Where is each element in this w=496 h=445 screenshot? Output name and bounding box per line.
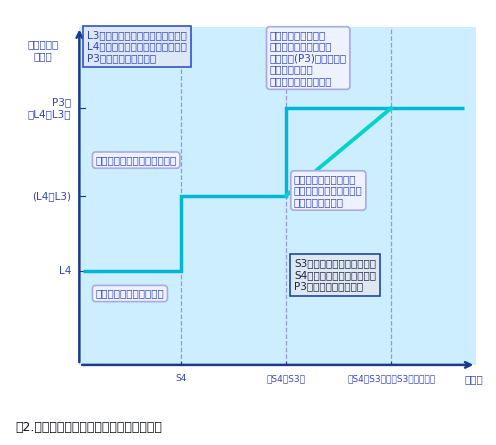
- Text: 卸の商品在庫から出荷。: 卸の商品在庫から出荷。: [96, 288, 164, 299]
- Text: 仕掛在庫が無い時は
製造リードタイム分の
製造日数(P3)がかかる。
部材が無い時は
さらに時間がかかる。: 仕掛在庫が無い時は 製造リードタイム分の 製造日数(P3)がかかる。 部材が無い…: [270, 30, 347, 86]
- Text: L4: L4: [59, 266, 71, 276]
- Text: （S4＋S3）: （S4＋S3）: [266, 374, 306, 383]
- Text: 図2.　小売業者から見た納入リードタイム: 図2. 小売業者から見た納入リードタイム: [15, 421, 162, 434]
- Text: 納入リード
タイム: 納入リード タイム: [27, 39, 59, 61]
- Text: L3：製造業者の物流リードタイム
L4：卸売業者の物流リードタイム
P3：製造リードタイム: L3：製造業者の物流リードタイム L4：卸売業者の物流リードタイム P3：製造リ…: [87, 30, 187, 63]
- Text: S4: S4: [175, 374, 186, 383]
- Text: S3：製造業者の製品在庫量
S4：卸売業者の商品在庫量
P3：製造リードタイム: S3：製造業者の製品在庫量 S4：卸売業者の商品在庫量 P3：製造リードタイム: [294, 259, 376, 291]
- Text: （S4＋S3）＋（S3部品在庫）: （S4＋S3）＋（S3部品在庫）: [347, 374, 435, 383]
- Text: 仕掛在庫で納期短縮。
（見込・繰り返し生産を
行っている場合）: 仕掛在庫で納期短縮。 （見込・繰り返し生産を 行っている場合）: [294, 174, 363, 207]
- Text: 発注量: 発注量: [464, 374, 483, 384]
- Text: メーカの製品在庫から出荷。: メーカの製品在庫から出荷。: [96, 155, 177, 165]
- Text: (L4＋L3): (L4＋L3): [32, 191, 71, 201]
- Text: P3＋
（L4＋L3）: P3＋ （L4＋L3）: [28, 97, 71, 119]
